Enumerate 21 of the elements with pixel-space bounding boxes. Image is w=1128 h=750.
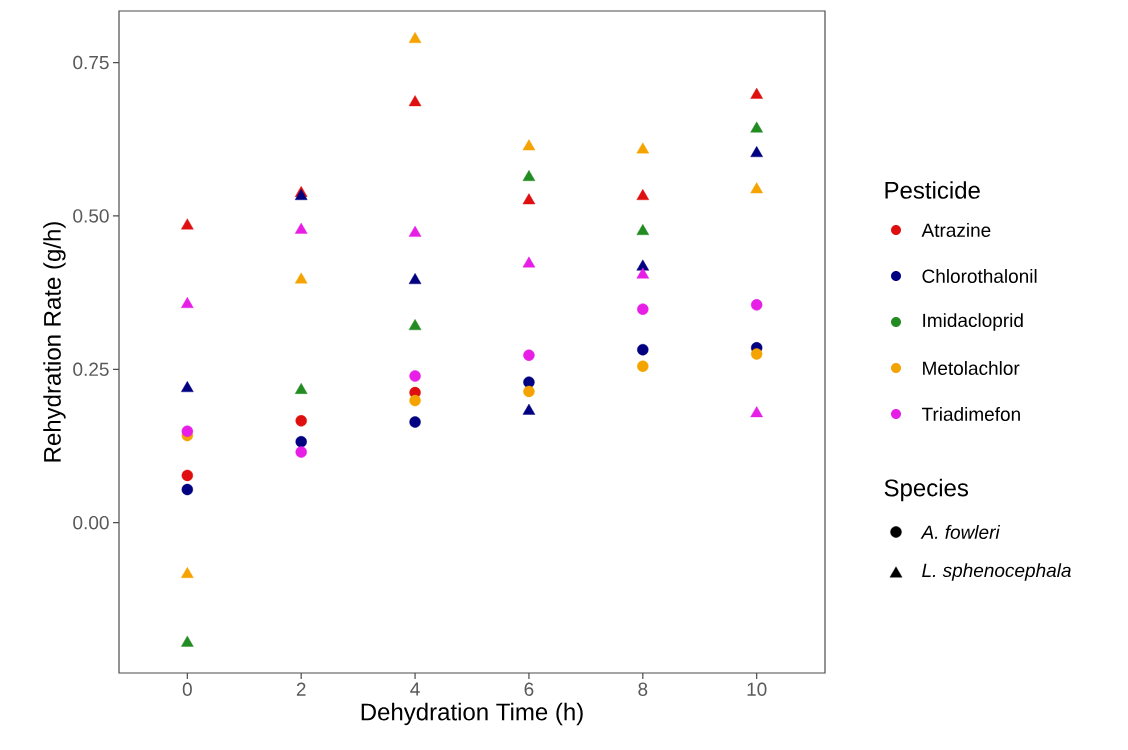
- legend-label: Atrazine: [921, 223, 991, 237]
- legend-title: Pesticide: [885, 181, 980, 199]
- text: L. sphenocephala: [922, 563, 1071, 581]
- legend-label: Imidacloprid: [923, 313, 1023, 331]
- x-tick-label: 10: [747, 682, 767, 696]
- legend-label: Chlorothalonil: [922, 269, 1037, 283]
- x-tick-label: 8: [638, 682, 648, 696]
- y-tick-label: 0.25: [73, 362, 109, 377]
- legend-label: Metolachlor: [923, 361, 1020, 375]
- x-tick-label: 6: [524, 682, 534, 696]
- y-tick-label: 0.00: [73, 515, 109, 530]
- x-tick-label: 0: [182, 682, 192, 696]
- text: Species: [884, 478, 969, 502]
- x-axis-title: Dehydration Time (h): [361, 702, 583, 726]
- y-tick-label: 0.50: [73, 209, 109, 223]
- y-axis-title: Rehydration Rate (g/h): [43, 222, 66, 462]
- x-tick-label: 4: [410, 682, 420, 696]
- legend-label: Triadimefon: [921, 407, 1020, 421]
- text: A. fowleri: [920, 525, 1001, 539]
- y-tick-label: 0.75: [73, 55, 109, 70]
- x-tick-label: 2: [296, 682, 306, 696]
